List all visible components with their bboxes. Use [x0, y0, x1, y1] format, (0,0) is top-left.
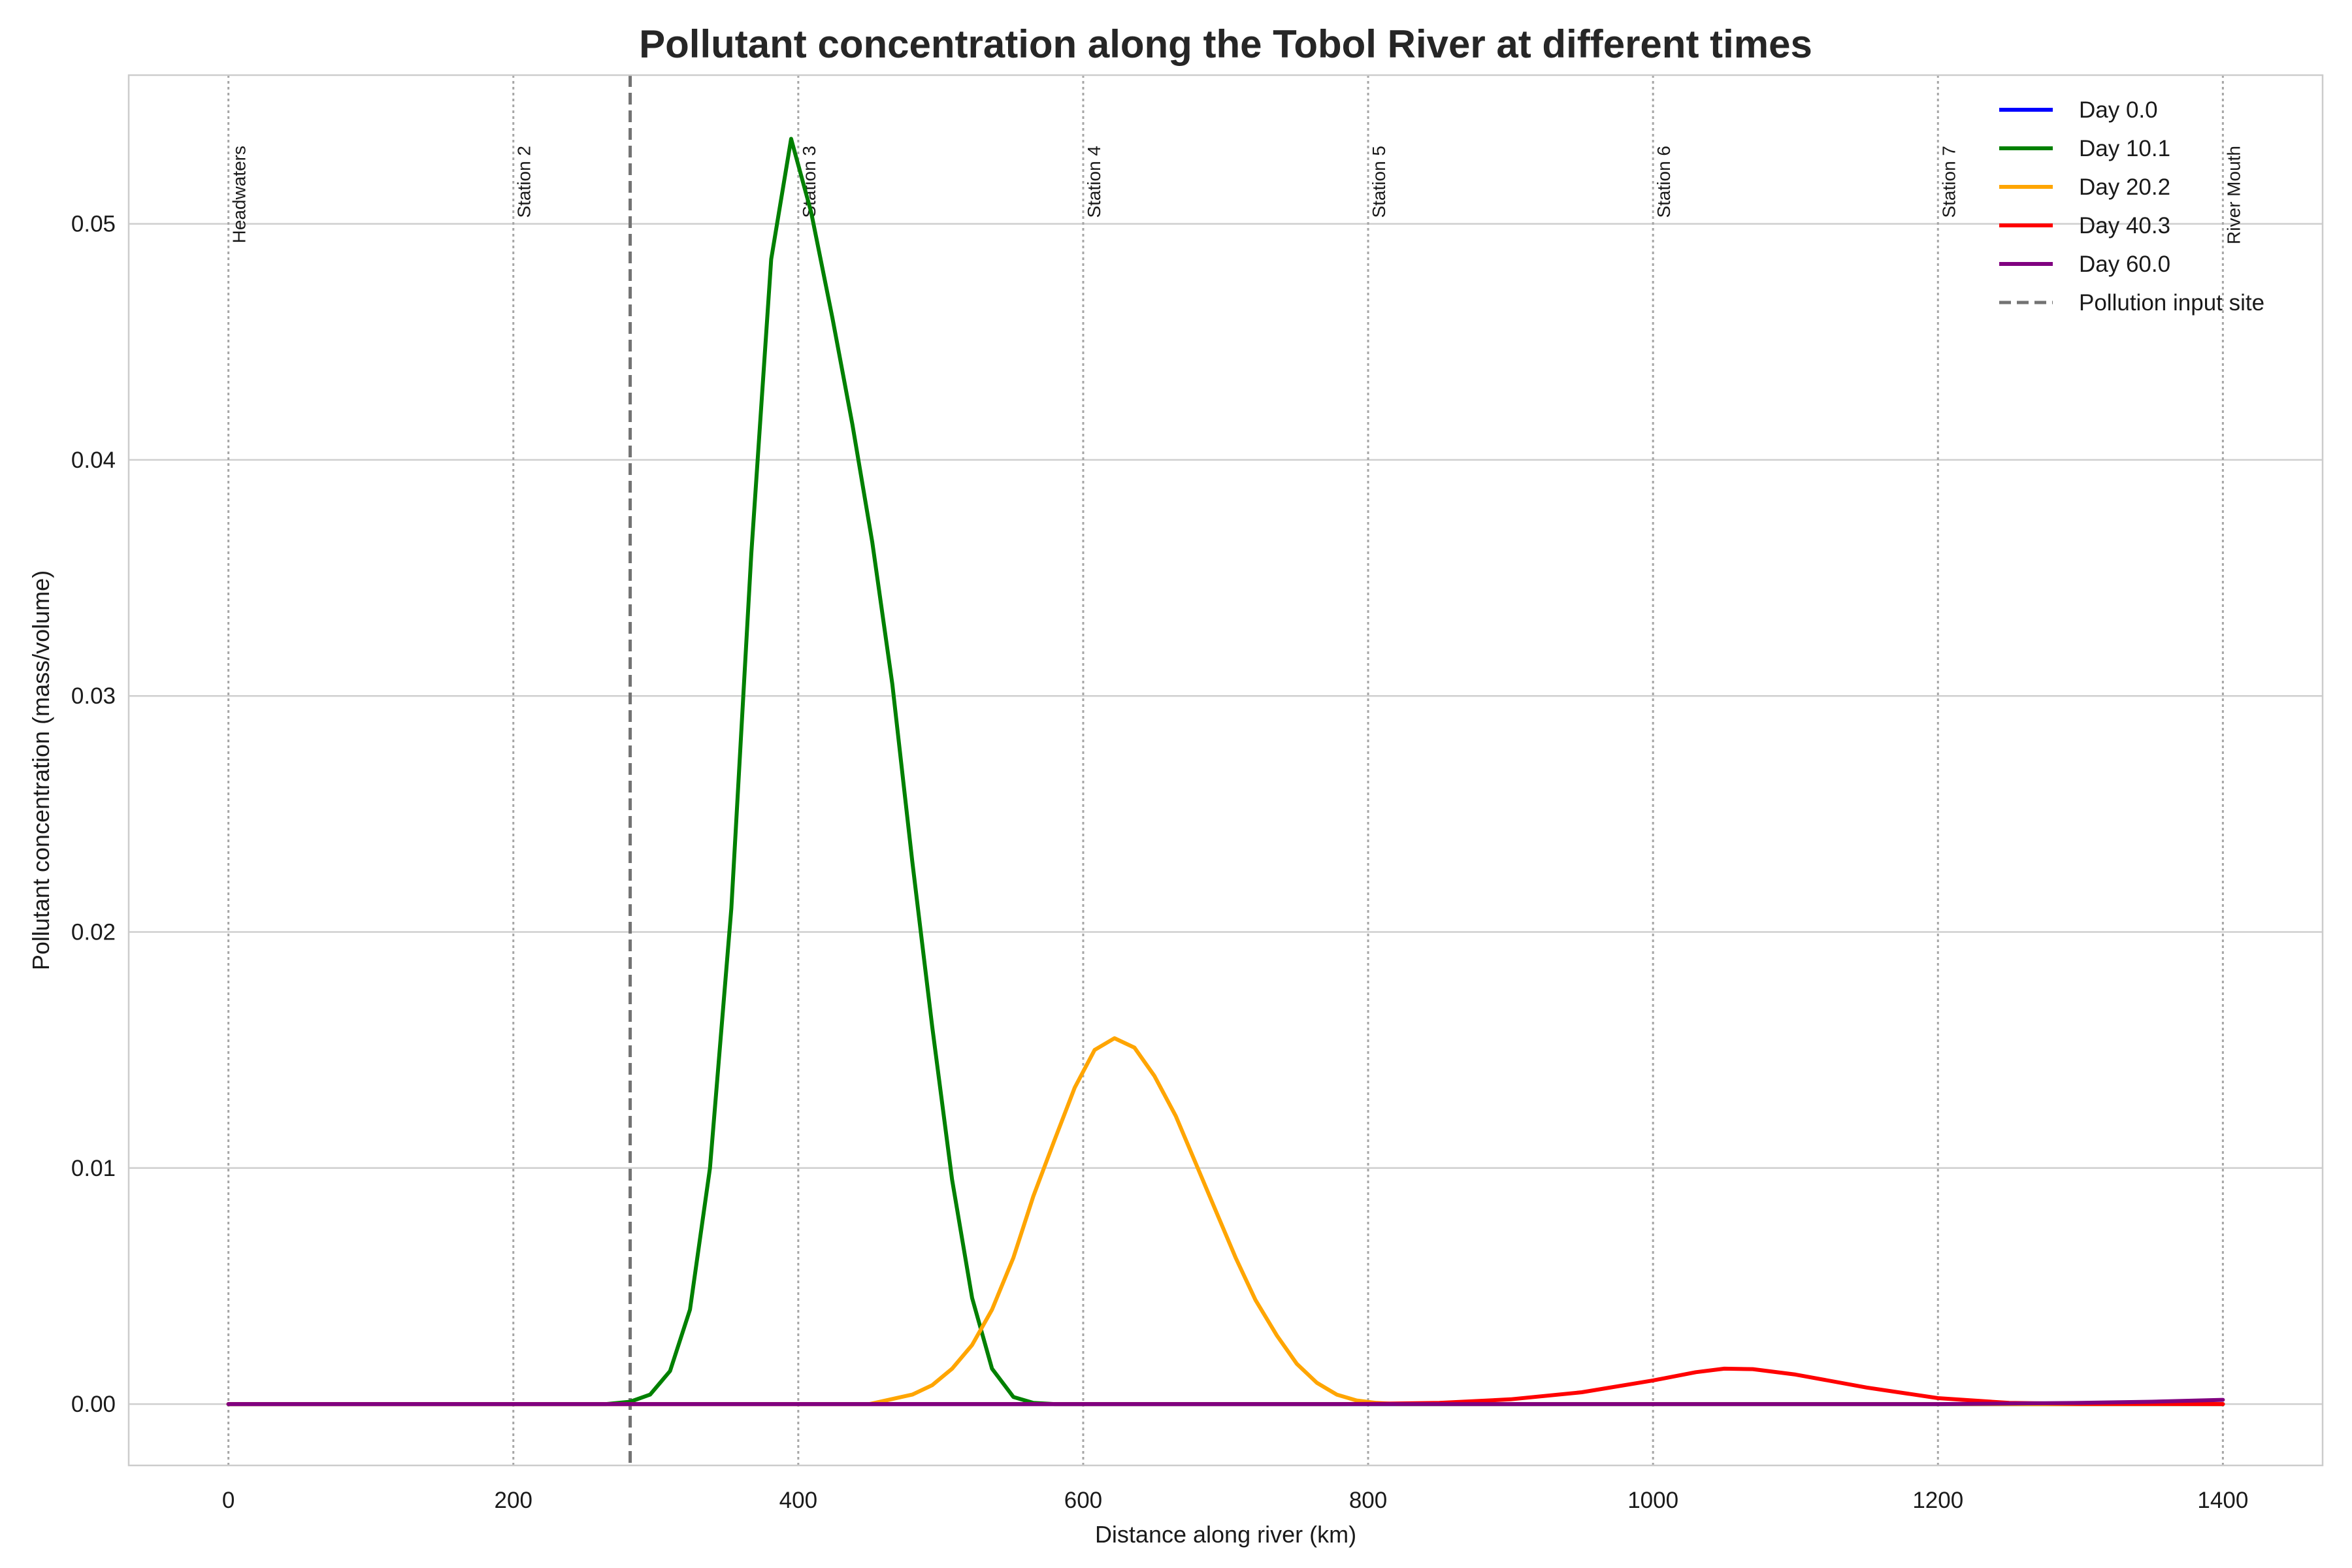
legend: Day 0.0 Day 10.1 Day 20.2 Day 40.3 Day 60.0 P… [1999, 97, 2264, 316]
x-tick-label: 1000 [1627, 1488, 1678, 1513]
legend-label: Day 0.0 [2079, 97, 2158, 123]
plot-frame [127, 74, 2324, 1467]
x-tick-label: 800 [1349, 1488, 1387, 1513]
chart-title: Pollutant concentration along the Tobol … [639, 22, 1812, 66]
station-markers: Headwaters Station 2 Station 3 Station 4 Sta… [227, 75, 2244, 1465]
station-label: River Mouth [2223, 146, 2244, 244]
station-label: Station 7 [1938, 146, 1959, 218]
x-tick-label: 600 [1064, 1488, 1102, 1513]
series-line-day-10-1 [226, 137, 2225, 1407]
x-tick-label: 400 [779, 1488, 817, 1513]
x-tick-label: 1200 [1912, 1488, 1963, 1513]
series-line-day-20-2 [226, 1036, 2225, 1407]
y-tick-label: 0.05 [71, 212, 116, 237]
station-label: Station 5 [1369, 146, 1389, 218]
y-tick-label: 0.02 [71, 919, 116, 945]
legend-label: Day 20.2 [2079, 174, 2170, 200]
y-tick-label: 0.03 [71, 683, 116, 709]
y-tick-label: 0.04 [71, 448, 116, 473]
legend-label: Day 40.3 [2079, 213, 2170, 238]
y-tick-label: 0.00 [71, 1392, 116, 1417]
series-line-day-40-3 [226, 1366, 2225, 1407]
legend-label: Pollution input site [2079, 290, 2264, 316]
y-tick-label: 0.01 [71, 1156, 116, 1181]
series-lines [226, 137, 2225, 1407]
tick-labels: 0 200 400 600 800 1000 1200 1400 0.00 0.01 0.02 0.0… [71, 212, 2248, 1513]
x-axis-label: Distance along river (km) [1095, 1521, 1356, 1548]
station-label: Station 2 [514, 146, 534, 218]
y-axis-label: Pollutant concentration (mass/volume) [27, 570, 54, 970]
station-label: Headwaters [229, 146, 250, 243]
x-tick-label: 200 [495, 1488, 532, 1513]
series-line-day-60-0 [226, 1397, 2225, 1407]
station-label: Station 4 [1084, 146, 1104, 218]
station-label: Station 6 [1654, 146, 1674, 218]
x-tick-label: 0 [222, 1488, 235, 1513]
grid [129, 223, 2323, 1405]
legend-label: Day 60.0 [2079, 252, 2170, 277]
x-tick-label: 1400 [2197, 1488, 2248, 1513]
legend-label: Day 10.1 [2079, 136, 2170, 161]
